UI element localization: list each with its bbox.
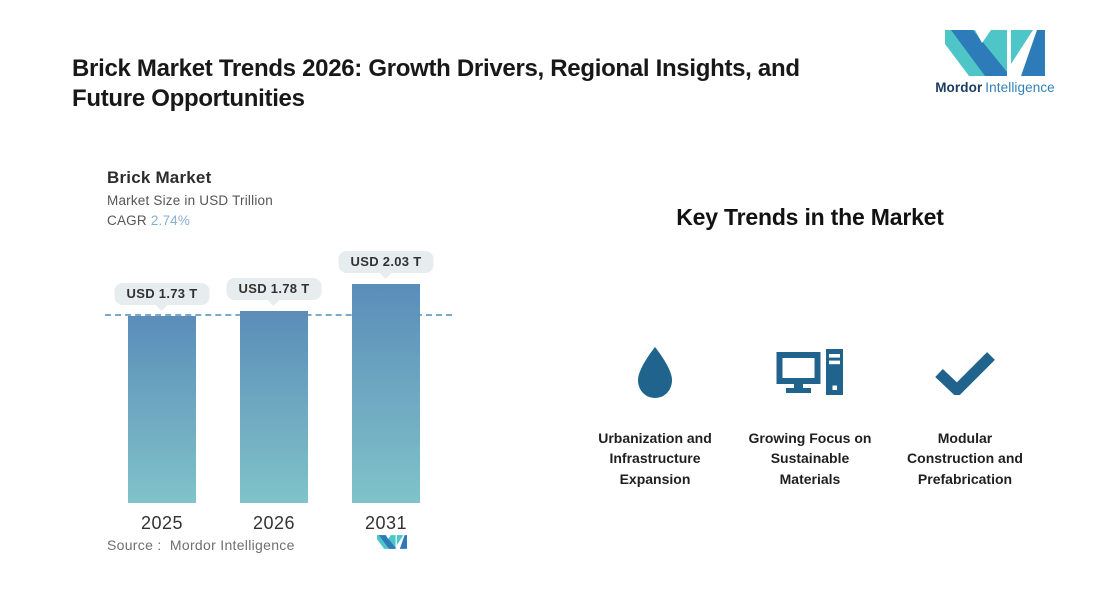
bar-year-label: 2026 — [252, 513, 296, 533]
brand-word-intelligence: Intelligence — [985, 80, 1055, 95]
bar-column: USD 1.78 T 2026 — [226, 250, 322, 533]
bar — [128, 316, 196, 503]
bar-column: USD 2.03 T 2031 — [338, 250, 434, 533]
mordor-intelligence-logo-icon — [930, 30, 1060, 76]
trend-item-sustainable: Growing Focus on Sustainable Materials — [735, 345, 885, 489]
bar-value-pill: USD 2.03 T — [338, 251, 434, 279]
trends-row: Urbanization and Infrastructure Expansio… — [580, 345, 1040, 489]
chart-source-row: Source : Mordor Intelligence — [107, 535, 407, 554]
brand-word-mordor: Mordor — [935, 80, 983, 95]
chart-title: Brick Market — [107, 168, 212, 187]
bar-column: USD 1.73 T 2025 — [114, 250, 210, 533]
chart-subtitle: Market Size in USD Trillion — [107, 193, 273, 208]
chart-plot: USD 1.73 T 2025 USD 1.78 T 2026 USD 2.03 T 20… — [105, 250, 452, 533]
checkmark-icon — [933, 345, 997, 401]
trend-label: Growing Focus on Sustainable Materials — [748, 430, 872, 487]
bar-value-pill: USD 1.73 T — [114, 283, 210, 311]
cagr-value: 2.74% — [150, 213, 191, 228]
bar — [240, 311, 308, 503]
chart-source: Source : Mordor Intelligence — [107, 536, 295, 553]
bar-value-pill: USD 1.78 T — [226, 278, 322, 306]
chart-cagr: CAGR 2.74% — [107, 213, 190, 228]
trend-label: Urbanization and Infrastructure Expansio… — [598, 430, 712, 487]
brand-wordmark: Mordor Intelligence — [930, 80, 1060, 95]
trend-label: Modular Construction and Prefabrication — [907, 430, 1023, 487]
brand-logo: Mordor Intelligence — [930, 30, 1060, 95]
cagr-label: CAGR — [107, 213, 147, 228]
water-drop-icon — [635, 345, 675, 401]
page-title: Brick Market Trends 2026: Growth Drivers… — [72, 55, 800, 113]
bar-year-label: 2025 — [140, 513, 184, 533]
bar — [352, 284, 420, 503]
mordor-intelligence-mini-logo-icon — [377, 535, 407, 554]
trend-item-urbanization: Urbanization and Infrastructure Expansio… — [580, 345, 730, 489]
trends-heading: Key Trends in the Market — [676, 204, 944, 230]
computer-icon — [775, 345, 845, 401]
bar-year-label: 2031 — [364, 513, 408, 533]
trend-item-modular: Modular Construction and Prefabrication — [890, 345, 1040, 489]
